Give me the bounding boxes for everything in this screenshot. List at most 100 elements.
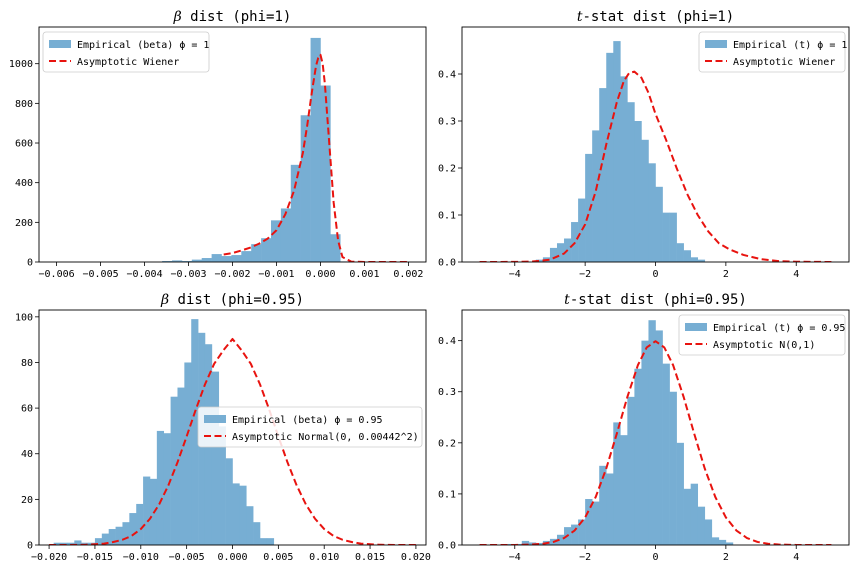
y-tick-label: 40 bbox=[21, 449, 33, 460]
x-tick-label: 0 bbox=[652, 269, 658, 280]
histogram-bar bbox=[232, 483, 240, 545]
x-tick-label: −4 bbox=[509, 269, 521, 280]
histogram-bar bbox=[266, 538, 275, 545]
histogram-bar bbox=[648, 163, 656, 262]
title-symbol: t bbox=[577, 9, 583, 25]
histogram-bar bbox=[129, 513, 137, 545]
x-tick-label: −2 bbox=[579, 552, 591, 563]
histogram-bar bbox=[241, 251, 252, 262]
legend-label-asymptotic: Asymptotic Wiener bbox=[733, 57, 835, 68]
x-tick-label: −4 bbox=[509, 552, 521, 563]
histogram-bar bbox=[571, 524, 579, 545]
histogram-bar bbox=[578, 198, 586, 262]
title-text: -stat dist (phi=1) bbox=[582, 9, 734, 25]
histogram-bar bbox=[655, 330, 663, 545]
histogram-bar bbox=[67, 542, 75, 545]
histogram-bar bbox=[613, 41, 621, 262]
y-tick-label: 0.3 bbox=[438, 387, 456, 398]
histogram-bar bbox=[211, 254, 222, 262]
histogram-bar bbox=[627, 102, 635, 262]
legend-swatch-hist bbox=[49, 40, 71, 48]
histogram-bar bbox=[620, 435, 628, 545]
legend-label-empirical: Empirical (t) ϕ = 1 bbox=[733, 40, 847, 51]
histogram-bar bbox=[662, 363, 670, 545]
x-tick-label: 0.000 bbox=[217, 552, 247, 563]
histogram-bar bbox=[280, 208, 292, 262]
x-tick-label: 2 bbox=[723, 552, 729, 563]
x-tick-label: −0.010 bbox=[123, 552, 159, 563]
histogram-bar bbox=[599, 88, 607, 262]
histogram-bar bbox=[191, 319, 199, 545]
x-tick-label: −0.005 bbox=[83, 269, 119, 280]
legend-box bbox=[678, 314, 846, 356]
histogram-bar bbox=[683, 488, 691, 545]
x-tick-label: −0.002 bbox=[214, 269, 250, 280]
subplot-3: −0.020 −0.015 −0.010 −0.005 0.000 0.005 0.010 0… bbox=[15, 292, 431, 563]
histogram-bar bbox=[261, 238, 272, 262]
legend-label-empirical: Empirical (t) ϕ = 0.95 bbox=[713, 323, 845, 334]
x-tick-label: 0.020 bbox=[401, 552, 431, 563]
histogram-bar bbox=[634, 368, 642, 545]
histogram-bar bbox=[641, 139, 649, 262]
chart-title: t-stat dist (phi=1) bbox=[577, 9, 734, 25]
legend-box bbox=[42, 31, 210, 73]
histogram-bar bbox=[320, 85, 331, 262]
histogram-bar bbox=[514, 543, 523, 545]
histogram-bar bbox=[535, 259, 544, 262]
histogram-bar bbox=[122, 522, 130, 545]
histogram-bar bbox=[535, 542, 544, 545]
title-symbol: β bbox=[173, 9, 182, 25]
x-tick-label: 4 bbox=[793, 552, 799, 563]
histogram-bar bbox=[115, 526, 123, 545]
legend-label-empirical: Empirical (beta) ϕ = 1 bbox=[77, 40, 209, 51]
histogram-bar bbox=[101, 533, 109, 545]
histogram-bar bbox=[201, 258, 212, 262]
histogram-bar bbox=[251, 244, 262, 262]
y-tick-label: 60 bbox=[21, 404, 33, 415]
histogram-bar bbox=[697, 259, 706, 262]
histogram-bar bbox=[156, 430, 165, 545]
title-symbol: β bbox=[160, 292, 169, 308]
y-tick-label: 800 bbox=[15, 99, 33, 110]
histogram-bar bbox=[648, 320, 656, 545]
histogram-bar bbox=[725, 542, 734, 545]
histogram-bar bbox=[191, 259, 203, 262]
y-tick-label: 1000 bbox=[9, 59, 33, 70]
x-tick-label: −0.005 bbox=[169, 552, 205, 563]
histogram-bar bbox=[290, 164, 301, 262]
histogram-bar bbox=[711, 537, 720, 545]
subplot-2: −4 −2 0 2 4 0.0 0.1 0.2 0.3 0.4 t-stat dist (phi=1… bbox=[438, 9, 850, 280]
histogram-bar bbox=[270, 220, 282, 262]
y-tick-label: 200 bbox=[15, 218, 33, 229]
x-tick-label: 0.000 bbox=[305, 269, 335, 280]
y-tick-label: 0.2 bbox=[438, 164, 456, 175]
x-tick-label: −0.006 bbox=[39, 269, 75, 280]
plot-area bbox=[479, 41, 832, 262]
histogram-bar bbox=[53, 542, 61, 545]
x-tick-label: −0.015 bbox=[77, 552, 113, 563]
histogram-bar bbox=[585, 153, 593, 262]
histogram-bar bbox=[571, 222, 579, 262]
y-tick-label: 0.3 bbox=[438, 117, 456, 128]
x-tick-label: −2 bbox=[579, 269, 591, 280]
legend-label-asymptotic: Asymptotic Wiener bbox=[77, 57, 179, 68]
x-tick-label: −0.001 bbox=[258, 269, 294, 280]
y-tick-label: 0.2 bbox=[438, 438, 456, 449]
histogram-bar bbox=[634, 121, 642, 262]
plot-area bbox=[162, 37, 409, 262]
title-text: -stat dist (phi=0.95) bbox=[570, 292, 747, 308]
y-tick-label: 0.4 bbox=[438, 336, 456, 347]
asymptotic-curve bbox=[479, 340, 832, 545]
histogram-bar bbox=[300, 115, 311, 262]
histogram-bar bbox=[177, 387, 185, 545]
histogram-bar bbox=[143, 476, 151, 545]
histogram-bar bbox=[613, 422, 621, 545]
x-tick-label: 0.002 bbox=[393, 269, 423, 280]
histogram-bar bbox=[690, 483, 699, 545]
histogram-bar bbox=[697, 506, 706, 545]
histogram-bar bbox=[690, 257, 699, 262]
legend: Empirical (t) ϕ = 0.95 Asymptotic N(0,1) bbox=[678, 314, 846, 356]
histogram-bar bbox=[184, 362, 192, 545]
histogram-bar bbox=[108, 529, 116, 545]
